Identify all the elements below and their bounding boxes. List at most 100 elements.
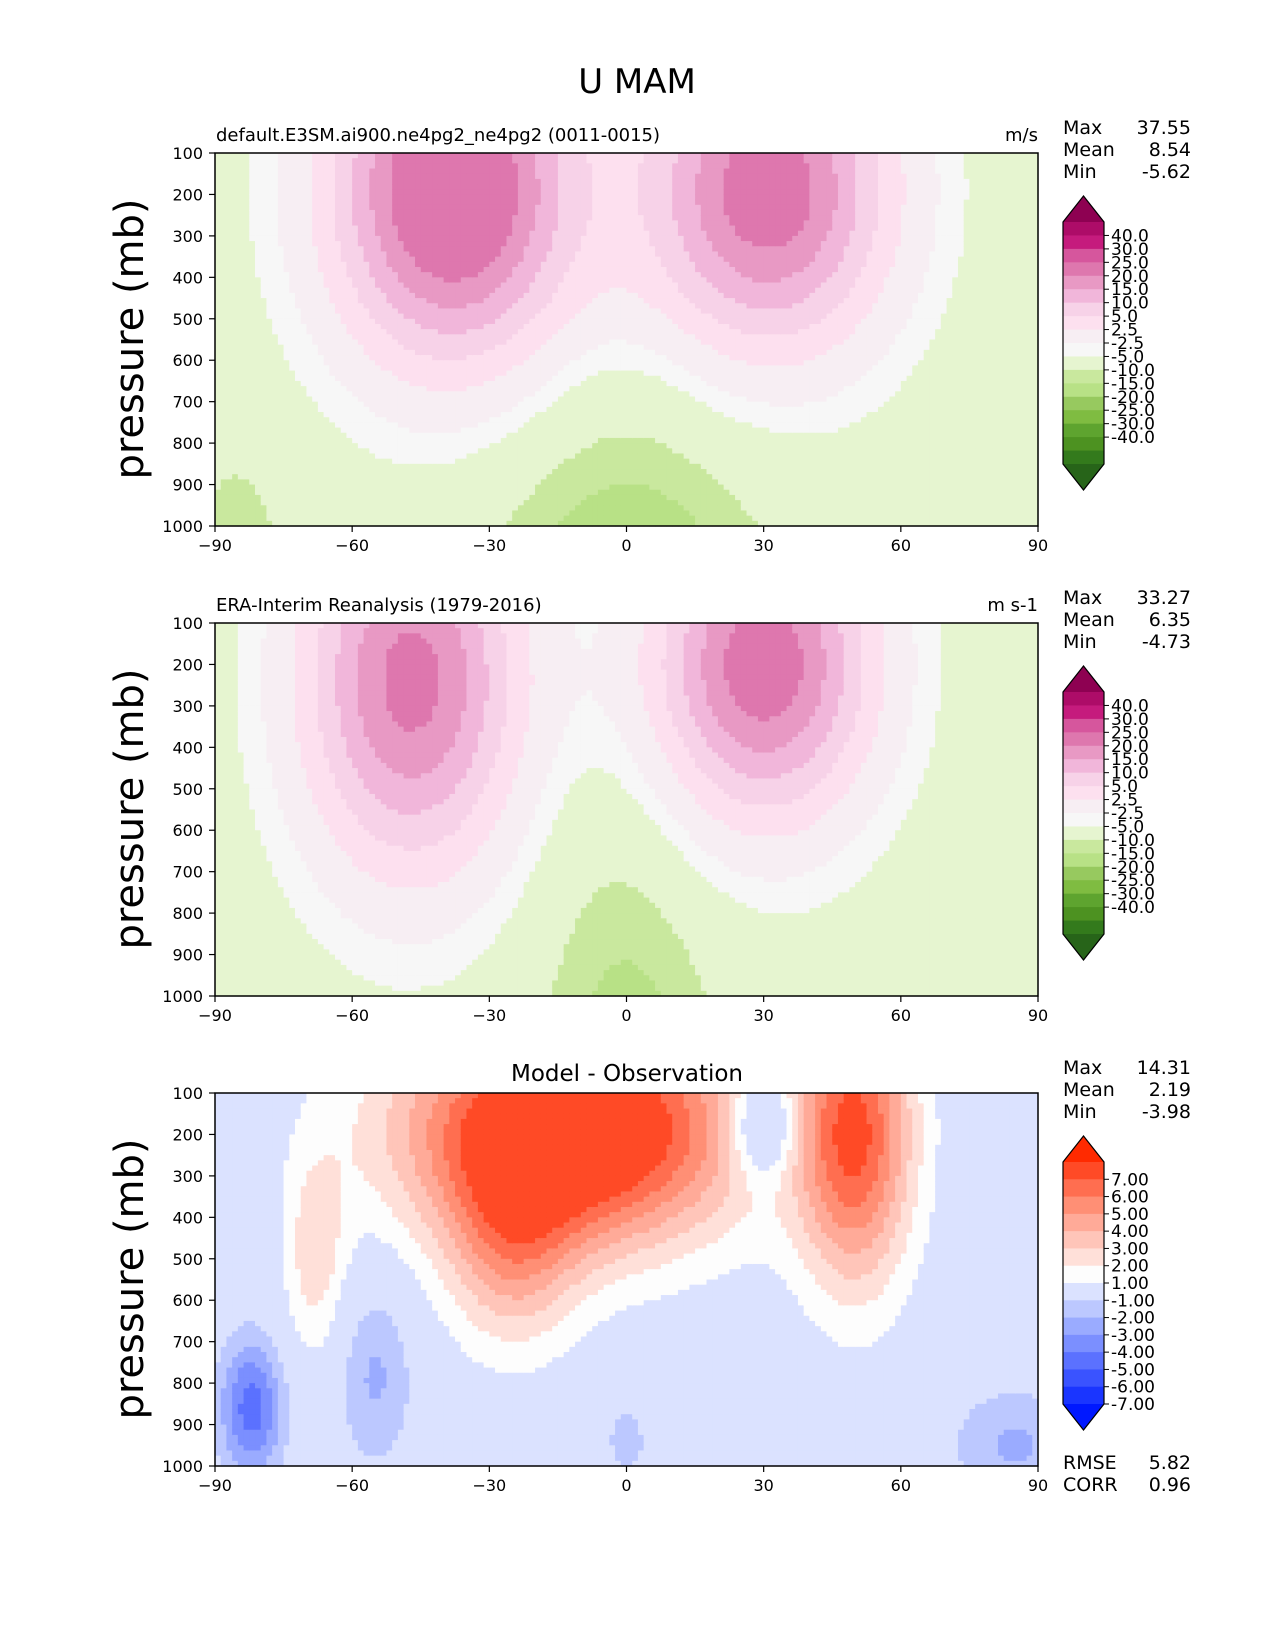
contour-cell bbox=[363, 287, 370, 294]
contour-cell bbox=[552, 505, 559, 512]
contour-cell bbox=[415, 500, 422, 506]
contour-cell bbox=[323, 412, 330, 418]
contour-cell bbox=[215, 173, 222, 180]
contour-cell bbox=[580, 448, 588, 455]
contour-cell bbox=[586, 339, 593, 346]
contour-cell bbox=[226, 173, 233, 180]
contour-cell bbox=[306, 282, 313, 289]
contour-cell bbox=[500, 463, 508, 470]
contour-cell bbox=[426, 256, 433, 263]
contour-cell bbox=[260, 251, 268, 258]
contour-cell bbox=[489, 246, 496, 253]
contour-cell bbox=[220, 520, 228, 527]
contour-cell bbox=[300, 401, 308, 408]
contour-cell bbox=[483, 266, 490, 273]
contour-cell bbox=[272, 158, 279, 164]
contour-cell bbox=[517, 463, 525, 470]
contour-cell bbox=[357, 515, 365, 522]
contour-cell bbox=[249, 484, 256, 491]
contour-cell bbox=[249, 505, 256, 512]
contour-cell bbox=[483, 298, 490, 304]
contour-cell bbox=[472, 453, 479, 460]
contour-cell bbox=[375, 479, 382, 486]
contour-cell bbox=[392, 380, 399, 387]
contour-cell bbox=[243, 313, 250, 320]
contour-cell bbox=[512, 230, 519, 237]
contour-cell bbox=[403, 344, 410, 351]
contour-cell bbox=[277, 287, 285, 294]
contour-cell bbox=[237, 339, 245, 346]
contour-cell bbox=[260, 510, 268, 517]
contour-cell bbox=[552, 412, 559, 418]
contour-cell bbox=[415, 220, 422, 227]
contour-cell bbox=[363, 370, 370, 377]
contour-cell bbox=[472, 241, 479, 247]
contour-cell bbox=[426, 349, 433, 356]
contour-cell bbox=[597, 194, 605, 201]
contour-cell bbox=[432, 458, 439, 465]
contour-cell bbox=[220, 375, 228, 382]
contour-cell bbox=[529, 194, 536, 201]
contour-cell bbox=[415, 479, 422, 486]
contour-cell bbox=[483, 344, 490, 351]
contour-cell bbox=[346, 443, 353, 449]
contour-cell bbox=[466, 256, 473, 263]
contour-cell bbox=[460, 158, 468, 164]
contour-cell bbox=[397, 396, 405, 403]
contour-cell bbox=[415, 355, 422, 361]
contour-cell bbox=[523, 173, 530, 180]
contour-cell bbox=[397, 453, 405, 460]
contour-cell bbox=[340, 225, 348, 232]
contour-cell bbox=[512, 500, 519, 506]
contour-cell bbox=[386, 365, 393, 372]
contour-cell bbox=[483, 469, 490, 475]
contour-cell bbox=[426, 412, 433, 418]
contour-cell bbox=[289, 189, 296, 196]
contour-cell bbox=[597, 417, 605, 423]
contour-cell bbox=[335, 355, 342, 361]
contour-cell bbox=[300, 448, 308, 455]
contour-cell bbox=[552, 334, 559, 341]
contour-cell bbox=[409, 220, 416, 227]
contour-cell bbox=[352, 443, 359, 449]
contour-cell bbox=[306, 360, 313, 366]
contour-cell bbox=[289, 225, 296, 232]
contour-cell bbox=[375, 303, 382, 310]
contour-cell bbox=[300, 463, 308, 470]
contour-cell bbox=[386, 318, 393, 325]
contour-cell bbox=[300, 184, 308, 190]
contour-cell bbox=[552, 437, 559, 444]
contour-cell bbox=[580, 168, 588, 175]
contour-cell bbox=[380, 500, 388, 506]
contour-cell bbox=[403, 401, 410, 408]
contour-cell bbox=[546, 396, 553, 403]
contour-cell bbox=[495, 313, 502, 320]
contour-cell bbox=[323, 417, 330, 423]
contour-cell bbox=[512, 334, 519, 341]
contour-cell bbox=[363, 365, 370, 372]
contour-cell bbox=[397, 334, 405, 341]
contour-cell bbox=[323, 318, 330, 325]
contour-cell bbox=[237, 422, 245, 429]
contour-cell bbox=[580, 189, 588, 196]
contour-cell bbox=[323, 510, 330, 517]
contour-cell bbox=[289, 510, 296, 517]
contour-cell bbox=[375, 484, 382, 491]
contour-cell bbox=[535, 360, 542, 366]
contour-cell bbox=[592, 246, 599, 253]
contour-cell bbox=[420, 505, 428, 512]
contour-cell bbox=[317, 199, 325, 206]
contour-cell bbox=[472, 484, 479, 491]
contour-cell bbox=[603, 256, 610, 263]
contour-cell bbox=[317, 375, 325, 382]
contour-cell bbox=[335, 443, 342, 449]
contour-cell bbox=[380, 479, 388, 486]
contour-cell bbox=[443, 235, 450, 242]
contour-cell bbox=[403, 272, 410, 278]
contour-cell bbox=[437, 318, 445, 325]
contour-cell bbox=[603, 235, 610, 242]
contour-cell bbox=[237, 489, 245, 496]
contour-cell bbox=[495, 370, 502, 377]
contour-cell bbox=[220, 194, 228, 201]
contour-cell bbox=[420, 489, 428, 496]
